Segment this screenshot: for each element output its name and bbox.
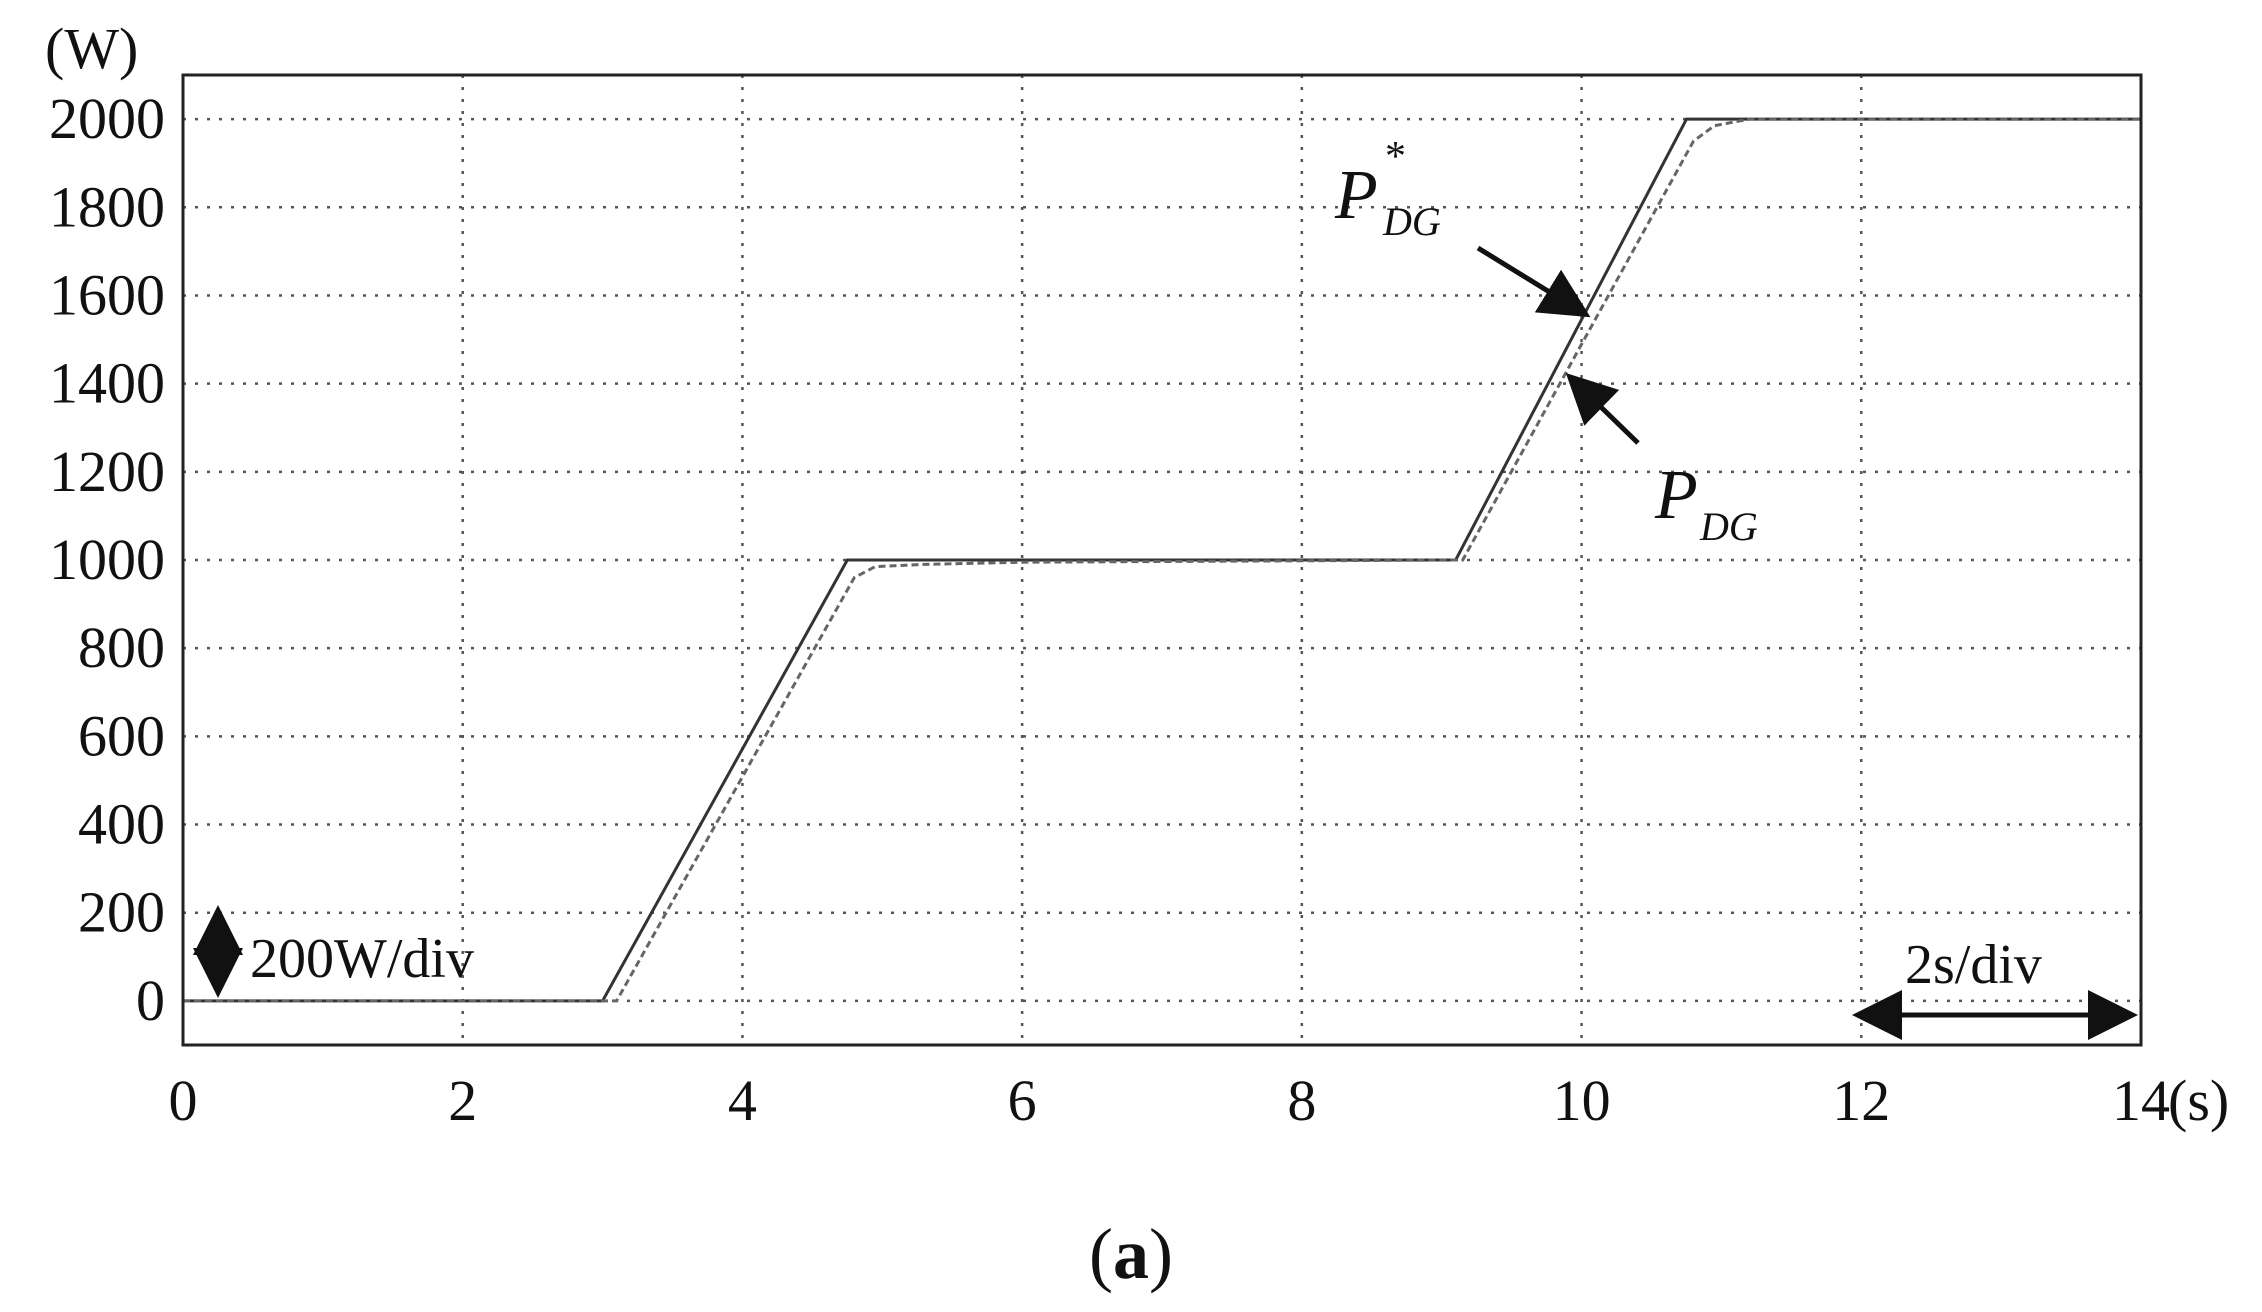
- series-layer: [183, 117, 2141, 1003]
- y-tick-label: 1200: [49, 439, 165, 504]
- y-tick-label: 600: [78, 703, 165, 768]
- y-tick-label: 0: [136, 968, 165, 1033]
- y-tick-label: 1600: [49, 262, 165, 327]
- x-tick-label: 4: [728, 1068, 757, 1133]
- x-tick-label: 0: [169, 1068, 198, 1133]
- y-tick-label: 200: [78, 880, 165, 945]
- x-tick-label: 8: [1287, 1068, 1316, 1133]
- y-tick-label: 1800: [49, 174, 165, 239]
- series-label-actual-sub: DG: [1699, 504, 1758, 549]
- y-scale-label: 200W/div: [250, 928, 474, 990]
- x-tick-label: 2: [448, 1068, 477, 1133]
- series-label-reference-main: P: [1334, 157, 1378, 234]
- x-tick-label: 6: [1008, 1068, 1037, 1133]
- y-tick-label: 1400: [49, 351, 165, 416]
- y-tick-label: 400: [78, 792, 165, 857]
- x-tick-labels: 0 2 4 6 8 10 12 14: [169, 1068, 2171, 1133]
- series-reference-arrow: [1476, 245, 1591, 318]
- series-line-actual: [183, 117, 2141, 1003]
- y-axis-label: (W): [45, 16, 138, 81]
- y-tick-labels: 0 200 400 600 800 1000 1200 1400 1600 1800 2000: [49, 86, 165, 1033]
- caption-letter: a: [1113, 1214, 1149, 1294]
- plot-frame: [181, 73, 2143, 1047]
- series-label-actual-main: P: [1654, 457, 1698, 534]
- series-label-reference-sub: DG: [1382, 199, 1441, 244]
- caption-open: (: [1089, 1214, 1113, 1294]
- series-line-reference: [183, 117, 2141, 1003]
- x-axis-label: (s): [2168, 1068, 2229, 1133]
- x-tick-label: 10: [1553, 1068, 1611, 1133]
- y-tick-label: 800: [78, 615, 165, 680]
- series-label-reference: P * DG: [1334, 134, 1441, 244]
- caption-close: ): [1149, 1214, 1173, 1294]
- series-actual-arrow: [1565, 373, 1640, 445]
- y-tick-label: 1000: [49, 527, 165, 592]
- series-label-actual: P DG: [1654, 457, 1758, 549]
- y-tick-label: 2000: [49, 86, 165, 151]
- x-tick-label: 14: [2112, 1068, 2170, 1133]
- x-tick-label: 12: [1832, 1068, 1890, 1133]
- series-label-reference-sup: *: [1383, 134, 1404, 180]
- x-scale-label: 2s/div: [1905, 934, 2042, 996]
- figure-caption: (a): [1089, 1214, 1173, 1294]
